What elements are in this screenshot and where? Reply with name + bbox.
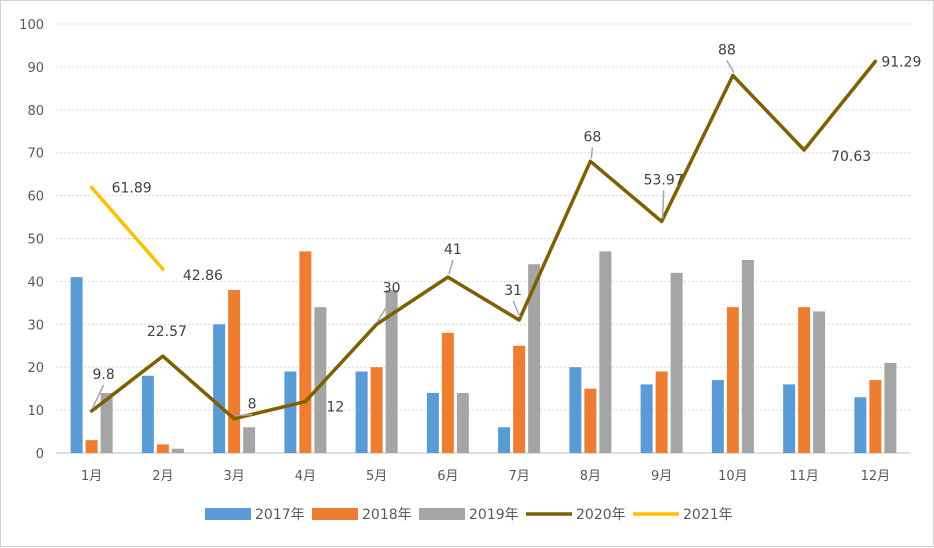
y-tick-label: 100 [19, 18, 44, 33]
y-tick-label: 90 [27, 61, 44, 76]
legend-label: 2021年 [683, 507, 733, 523]
data-label: 22.57 [147, 324, 187, 340]
bar-2019年 [385, 289, 398, 453]
bar-2017年 [284, 371, 297, 453]
data-label: 31 [504, 283, 522, 299]
bar-2017年 [711, 380, 724, 453]
y-tick-label: 50 [27, 233, 44, 248]
bar-2017年 [498, 427, 511, 453]
bar-2019年 [599, 251, 612, 453]
data-label: 41 [444, 242, 462, 258]
bar-2019年 [171, 448, 184, 453]
legend-swatch-2019年 [419, 508, 465, 520]
bar-2018年 [726, 307, 739, 453]
data-label-leader [661, 190, 665, 219]
bar-2019年 [314, 307, 327, 453]
data-label: 61.89 [112, 180, 152, 196]
bar-2019年 [243, 427, 256, 453]
series-line-2020年 [89, 59, 878, 421]
legend-label: 2019年 [469, 507, 519, 523]
data-label-leader [726, 60, 735, 73]
data-label-leader [376, 297, 393, 322]
x-tick-label: 3月 [223, 469, 244, 484]
bar-2017年 [213, 324, 226, 453]
data-label-leader [91, 384, 105, 409]
bar-2019年 [456, 392, 469, 453]
y-tick-label: 40 [27, 275, 44, 290]
data-label: 9.8 [92, 367, 114, 383]
data-label: 53.97 [644, 172, 684, 188]
bar-2017年 [141, 375, 154, 453]
bar-2017年 [640, 384, 653, 453]
x-tick-label: 4月 [295, 469, 316, 484]
bar-2018年 [156, 444, 169, 453]
y-tick-label: 20 [27, 361, 44, 376]
bar-2018年 [228, 289, 241, 453]
legend-label: 2017年 [255, 507, 305, 523]
data-label: 70.63 [831, 149, 871, 165]
bar-2017年 [854, 397, 867, 453]
data-label-leader [448, 259, 454, 275]
bar-2018年 [584, 388, 597, 453]
data-label: 88 [718, 42, 736, 58]
legend-label: 2020年 [576, 507, 626, 523]
x-tick-label: 9月 [651, 469, 672, 484]
bar-2018年 [441, 332, 454, 453]
bar-2019年 [813, 311, 826, 453]
bar-2018年 [798, 307, 811, 453]
data-label: 91.29 [881, 54, 921, 70]
bar-2017年 [783, 384, 796, 453]
data-label: 30 [383, 280, 401, 296]
bar-2019年 [884, 362, 897, 453]
data-label-leader [590, 147, 594, 159]
y-tick-label: 30 [27, 318, 44, 333]
bar-2019年 [100, 392, 113, 453]
data-label-leader [512, 300, 521, 318]
x-tick-label: 8月 [580, 469, 601, 484]
bar-2017年 [569, 367, 582, 453]
data-label: 68 [583, 129, 601, 145]
data-label: 42.86 [183, 268, 223, 284]
bar-2018年 [299, 251, 312, 453]
bar-2017年 [426, 392, 439, 453]
bar-2018年 [655, 371, 668, 453]
y-tick-label: 0 [36, 447, 44, 462]
bar-2018年 [869, 380, 882, 453]
bar-2018年 [85, 440, 98, 453]
x-tick-label: 5月 [366, 469, 387, 484]
data-label: 8 [248, 397, 257, 413]
bar-2018年 [513, 345, 526, 453]
bar-2017年 [355, 371, 368, 453]
y-tick-label: 10 [27, 404, 44, 419]
series-line-2021年 [89, 185, 165, 271]
legend-swatch-2018年 [312, 508, 358, 520]
x-tick-label: 10月 [718, 469, 748, 484]
y-tick-label: 60 [27, 190, 44, 205]
y-tick-label: 70 [27, 147, 44, 162]
x-tick-label: 2月 [152, 469, 173, 484]
bar-2018年 [370, 367, 383, 453]
x-tick-label: 12月 [861, 469, 891, 484]
data-label-leader [235, 413, 253, 417]
legend-swatch-2017年 [205, 508, 251, 520]
x-tick-label: 6月 [437, 469, 458, 484]
bar-2017年 [70, 277, 83, 453]
x-tick-label: 11月 [789, 469, 819, 484]
bar-2019年 [670, 272, 683, 453]
data-label: 12 [326, 400, 344, 416]
legend-label: 2018年 [362, 507, 412, 523]
y-tick-label: 80 [27, 104, 44, 119]
x-tick-label: 1月 [81, 469, 102, 484]
bar-2019年 [741, 259, 754, 453]
bar-2019年 [528, 264, 541, 453]
x-tick-label: 7月 [508, 469, 529, 484]
